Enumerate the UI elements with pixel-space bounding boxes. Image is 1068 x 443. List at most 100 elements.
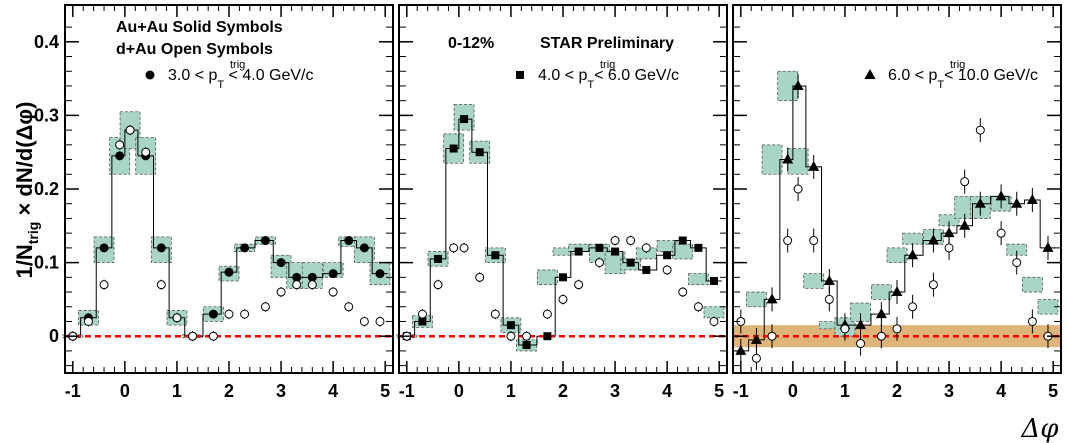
data-point-open [960, 177, 970, 187]
data-point [344, 236, 354, 246]
data-point [808, 160, 820, 171]
x-tick-label: 3 [610, 381, 620, 401]
legend-label: 6.0 < pT< 10.0 GeV/c [888, 67, 1038, 91]
x-tick-label: -1 [65, 381, 81, 401]
systematic-box [818, 321, 840, 330]
data-point-open [292, 280, 302, 290]
y-tick-label: 0.3 [34, 105, 59, 125]
panel-2: -1 0 1 2 3 4 5 0-12% STAR Preliminary 4.0 < pT< 6… [396, 4, 728, 401]
x-tick-label: 0 [120, 381, 130, 401]
y-axis-title-rest: × dN/d(Δφ) [12, 102, 37, 222]
data-point [434, 254, 443, 263]
legend-marker [145, 70, 155, 80]
histogram-line [733, 85, 1056, 352]
svg-text:1/Ntrig × dN/d(Δφ): 1/Ntrig × dN/d(Δφ) [12, 102, 41, 279]
data-point-open [172, 313, 182, 323]
data-point-open [307, 280, 317, 290]
data-point-open [908, 302, 918, 312]
data-point-open [693, 302, 703, 312]
data-point-open [224, 309, 234, 319]
data-point-open [594, 258, 604, 268]
legend-sup: trig [950, 59, 965, 71]
x-axis-title: Δφ [1021, 414, 1060, 443]
data-point [974, 197, 986, 208]
data-point-open [783, 236, 793, 246]
annotation: d+Au Open Symbols [116, 41, 273, 58]
data-point-open [751, 353, 761, 363]
legend-marker [864, 69, 876, 79]
y-axis-title-main: 1/N [12, 244, 37, 278]
data-point [115, 151, 125, 161]
data-point [595, 243, 604, 252]
data-point [224, 267, 234, 277]
x-tick-label: -1 [399, 381, 415, 401]
systematic-box [1021, 276, 1043, 293]
systematic-box [703, 306, 725, 319]
data-point-open [328, 287, 338, 297]
data-point-open [610, 236, 620, 246]
x-tick-label: 5 [1048, 381, 1058, 401]
data-point-open [809, 236, 819, 246]
systematic-box [746, 291, 767, 308]
x-tick-label: 3 [944, 381, 954, 401]
data-point [559, 273, 567, 282]
data-point [766, 293, 778, 304]
data-point [823, 275, 835, 285]
legend-sup: trig [230, 59, 245, 71]
data-point-open [344, 302, 354, 312]
data-point [276, 258, 286, 268]
legend-sup: trig [600, 59, 615, 71]
y-tick-label: 0.1 [34, 253, 59, 273]
x-tick-label: 1 [840, 381, 850, 401]
y-axis-title: 1/Ntrig × dN/d(Δφ) [12, 102, 41, 279]
data-point [292, 272, 302, 282]
data-point [449, 144, 458, 153]
x-tick-label: 5 [714, 381, 724, 401]
data-point-open [574, 280, 584, 290]
data-point-open [433, 280, 443, 290]
data-point [875, 308, 887, 319]
data-point [855, 319, 867, 330]
legend-marker [516, 71, 524, 79]
data-point-open [208, 331, 218, 341]
panel-1: -1 0 1 2 3 4 5 0 0.1 0.2 0.3 0.4 Au+Au Solid Symbols… [34, 4, 394, 401]
data-point [750, 333, 762, 344]
data-point-open [156, 280, 166, 290]
data-point [995, 190, 1007, 201]
data-point [678, 236, 687, 245]
data-point-open [141, 147, 151, 157]
data-point-open [975, 125, 985, 135]
data-point [328, 269, 338, 279]
data-point-open [944, 243, 954, 253]
data-point [260, 236, 270, 246]
x-tick-label: 4 [996, 381, 1006, 401]
data-point-open [840, 324, 850, 334]
data-point-open [506, 331, 516, 341]
data-point [506, 321, 515, 330]
data-point-open [1012, 258, 1022, 268]
data-point-open [1027, 316, 1037, 326]
data-point-open [449, 243, 459, 253]
data-point [491, 251, 500, 260]
legend-label: 4.0 < pT< 6.0 GeV/c [538, 67, 679, 91]
data-point-open [83, 316, 93, 326]
data-point [642, 265, 651, 274]
x-tick-label: 2 [558, 381, 568, 401]
x-tick-label: -1 [733, 381, 749, 401]
data-point-open [240, 309, 250, 319]
data-point-open [678, 287, 688, 297]
data-point [99, 243, 109, 253]
systematic-box [672, 243, 694, 260]
data-point [792, 79, 804, 90]
systematic-box [886, 247, 908, 264]
data-point [1026, 194, 1038, 205]
data-point-open [522, 331, 532, 341]
data-point [1042, 241, 1054, 252]
data-point-open [459, 243, 469, 253]
legend-label: 3.0 < pT < 4.0 GeV/c [168, 67, 314, 91]
data-point [782, 153, 794, 164]
x-tick-label: 1 [506, 381, 516, 401]
data-point-open [892, 324, 902, 334]
panel-frame [398, 4, 728, 374]
data-point-open [359, 316, 369, 326]
